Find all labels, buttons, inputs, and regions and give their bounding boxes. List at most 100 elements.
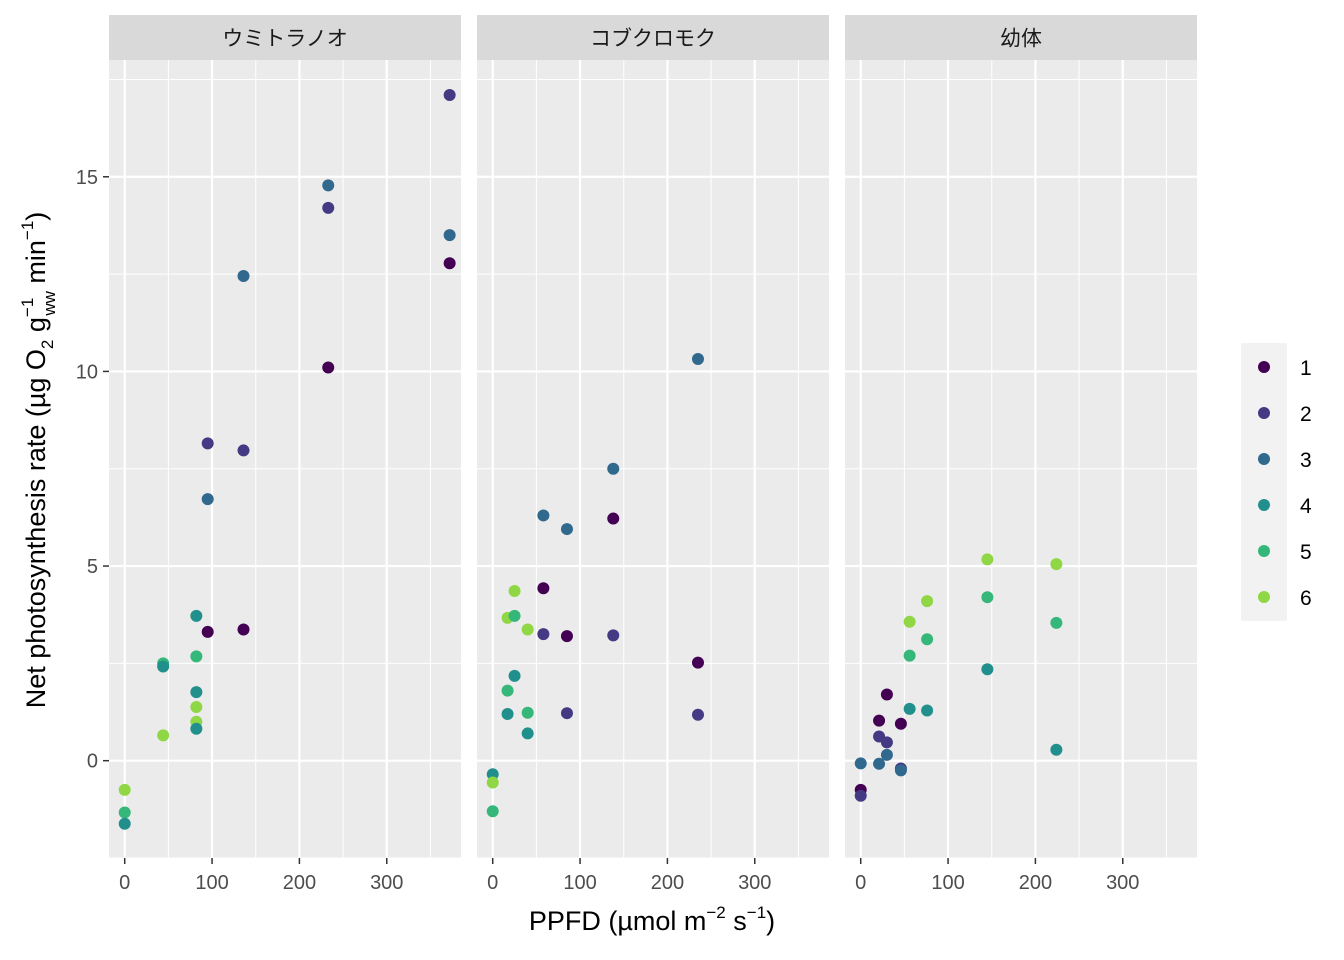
data-point (921, 595, 934, 608)
legend-key (1258, 499, 1270, 511)
data-point (322, 361, 335, 374)
data-point (880, 736, 893, 749)
data-point (443, 89, 456, 102)
x-tick-label: 300 (1106, 872, 1139, 894)
data-point (508, 669, 521, 682)
data-point (981, 663, 994, 676)
data-point (921, 704, 934, 717)
data-point (237, 270, 250, 283)
data-point (508, 609, 521, 622)
data-point (190, 686, 203, 699)
data-point (190, 650, 203, 663)
data-point (537, 628, 550, 641)
data-point (1050, 743, 1063, 756)
y-axis: 0 5 10 15 (76, 167, 109, 773)
legend-label: 4 (1300, 495, 1312, 518)
legend-key (1258, 591, 1270, 603)
data-point (1050, 558, 1063, 571)
data-point (237, 444, 250, 457)
x-tick-label: 200 (651, 872, 684, 894)
data-point (521, 623, 534, 636)
y-tick-label: 10 (76, 361, 98, 383)
facet-panel: ウミトラノオ (109, 15, 461, 859)
data-point (607, 629, 620, 642)
facet-panels: ウミトラノオ コブクロモク 幼体 (109, 15, 1197, 859)
data-point (501, 707, 514, 720)
x-tick-label: 100 (195, 872, 228, 894)
panel-background (477, 60, 829, 858)
data-point (921, 633, 934, 646)
y-tick-label: 15 (76, 167, 98, 189)
x-tick-label: 300 (738, 872, 771, 894)
data-point (486, 805, 499, 818)
data-point (443, 229, 456, 242)
data-point (521, 727, 534, 740)
data-point (903, 649, 916, 662)
x-axis-title: PPFD (µmol m−2 s−1) (529, 903, 775, 936)
data-point (443, 257, 456, 270)
data-point (237, 623, 250, 636)
data-point (981, 553, 994, 566)
data-point (201, 437, 214, 450)
y-axis-title: Net photosynthesis rate (µg O2 g−1 ww min… (18, 212, 59, 709)
x-tick-label: 100 (931, 872, 964, 894)
data-point (903, 702, 916, 715)
data-point (1050, 616, 1063, 629)
x-tick-label: 200 (1019, 872, 1052, 894)
facet-panel: 幼体 (845, 15, 1197, 859)
x-tick-label: 200 (283, 872, 316, 894)
legend-label: 3 (1300, 449, 1312, 472)
data-point (322, 179, 335, 192)
data-point (157, 660, 170, 673)
facet-strip (477, 15, 829, 60)
data-point (190, 700, 203, 713)
data-point (560, 523, 573, 536)
x-tick-label: 0 (487, 872, 498, 894)
data-point (854, 789, 867, 802)
data-point (486, 776, 499, 789)
data-point (190, 609, 203, 622)
data-point (537, 582, 550, 595)
legend: 1 2 3 4 5 6 (1241, 343, 1312, 621)
data-point (322, 201, 335, 214)
data-point (691, 656, 704, 669)
data-point (691, 352, 704, 365)
data-point (607, 512, 620, 525)
data-point (501, 684, 514, 697)
data-point (201, 493, 214, 506)
legend-key (1258, 453, 1270, 465)
facet-strip-label: ウミトラノオ (222, 27, 348, 51)
legend-key-background (1241, 343, 1287, 621)
data-point (903, 615, 916, 628)
data-point (560, 707, 573, 720)
data-point (508, 584, 521, 597)
legend-key (1258, 545, 1270, 557)
data-point (521, 706, 534, 719)
x-tick-label: 100 (563, 872, 596, 894)
data-point (880, 688, 893, 701)
data-point (118, 817, 131, 830)
facet-strip-label: コブクロモク (590, 27, 716, 51)
data-point (894, 717, 907, 730)
data-point (691, 708, 704, 721)
legend-label: 2 (1300, 403, 1312, 426)
data-point (873, 714, 886, 727)
y-tick-label: 0 (87, 751, 98, 773)
facet-strip-label: 幼体 (1000, 27, 1042, 51)
legend-label: 1 (1300, 357, 1312, 380)
data-point (560, 630, 573, 643)
facet-panel: コブクロモク (477, 15, 829, 859)
legend-label: 6 (1300, 587, 1312, 610)
data-point (894, 764, 907, 777)
data-point (854, 757, 867, 770)
facet-strip (109, 15, 461, 60)
data-point (118, 806, 131, 819)
data-point (190, 722, 203, 735)
data-point (607, 462, 620, 475)
data-point (201, 625, 214, 638)
facet-strip (845, 15, 1197, 60)
legend-label: 5 (1300, 541, 1312, 564)
data-point (118, 783, 131, 796)
panel-background (845, 60, 1197, 858)
